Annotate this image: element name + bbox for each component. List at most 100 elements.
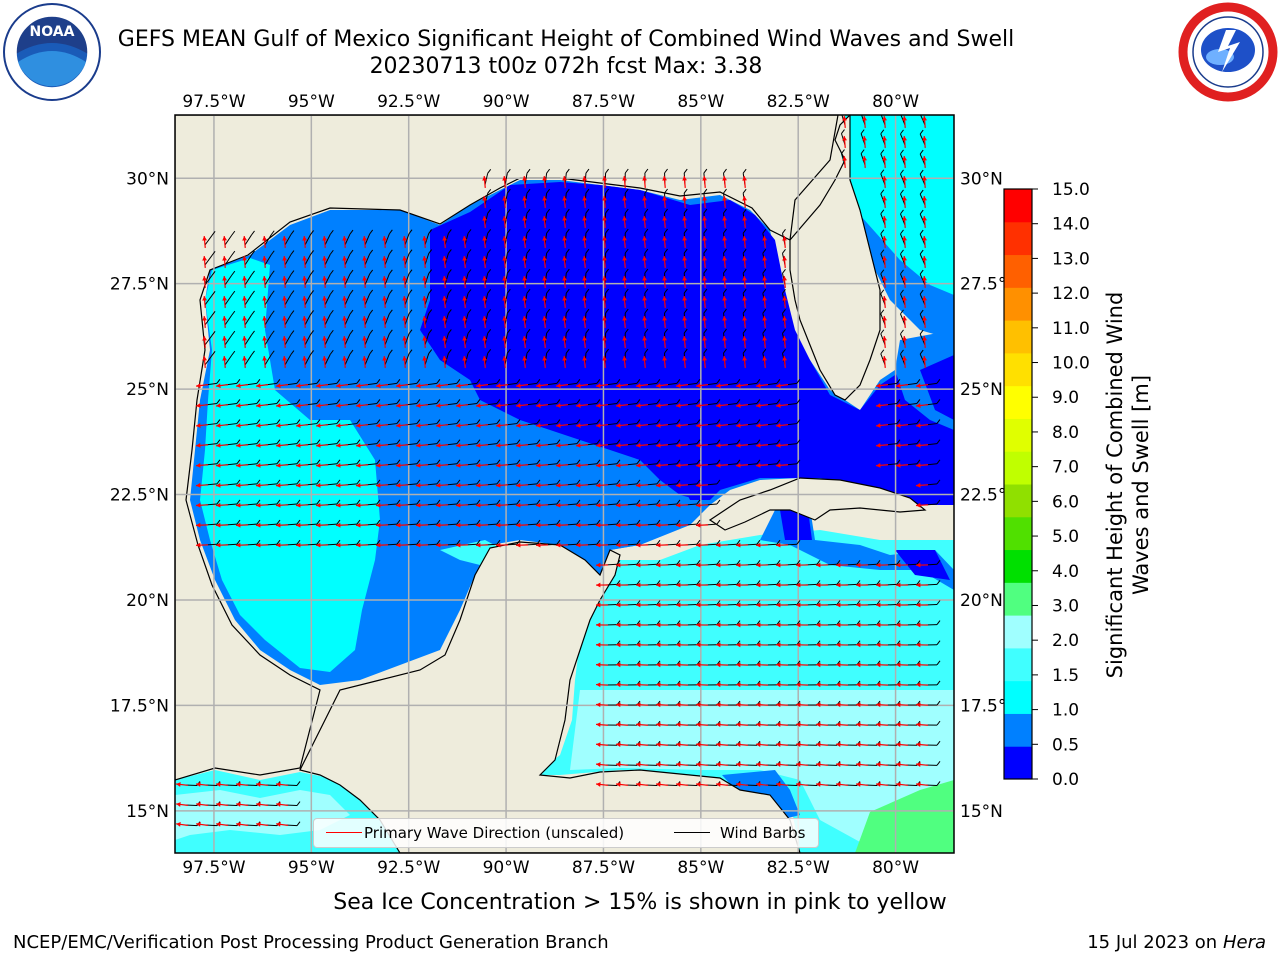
wind-barb-flag: [211, 271, 216, 276]
wave-arrow-head: [696, 682, 701, 688]
wave-arrow-head: [196, 802, 201, 807]
wind-barb-flag: [723, 308, 727, 314]
wave-arrow-head: [796, 782, 801, 787]
wave-arrow-head: [816, 582, 821, 588]
wind-barb-flag: [696, 459, 701, 465]
wave-arrow-head: [856, 742, 861, 747]
wind-barb: [264, 354, 272, 366]
wave-arrow-head: [602, 296, 607, 301]
wind-barb-flag: [565, 168, 570, 174]
wave-arrow-head: [542, 216, 547, 221]
wave-arrow-head: [902, 116, 907, 121]
wind-barb-flag: [369, 329, 374, 335]
wind-barb: [304, 314, 312, 326]
wave-arrow-head: [882, 336, 887, 341]
wind-barb-flag: [231, 330, 236, 336]
wind-barb-flag: [664, 188, 668, 194]
wind-barb-flag: [270, 250, 275, 256]
wind-barb-flag: [756, 620, 761, 625]
wind-barb-flag: [516, 459, 521, 465]
wave-arrow-head: [522, 356, 527, 361]
wave-arrow-head: [576, 522, 581, 528]
wave-arrow-head: [296, 443, 301, 448]
wave-arrow-head: [742, 176, 747, 181]
wind-barb-flag: [664, 288, 668, 294]
wave-arrow-head: [696, 782, 701, 787]
wave-arrow-head: [242, 316, 247, 321]
wind-barb-flag: [231, 270, 236, 276]
wind-barb-flag: [316, 519, 321, 525]
wave-arrow-head: [602, 236, 607, 241]
wind-barb-flag: [656, 379, 661, 384]
wave-arrow-head: [516, 383, 521, 388]
wave-arrow-head: [262, 276, 267, 281]
wave-arrow-head: [342, 316, 347, 321]
wind-barb-flag: [516, 419, 521, 424]
wind-barb-flag: [388, 289, 393, 295]
wind-barb: [224, 354, 233, 366]
wind-barb-flag: [716, 379, 721, 384]
lon-tick-label-bottom: 85°W: [677, 858, 724, 878]
wave-arrow-head: [882, 136, 887, 141]
wave-arrow-head: [702, 196, 707, 201]
wave-arrow-head: [356, 502, 361, 508]
wind-barb-flag: [703, 168, 708, 174]
wave-arrow-head: [622, 196, 627, 201]
map-legend: Primary Wave Direction (unscaled) Wind B…: [313, 818, 819, 848]
wind-barb-flag: [447, 349, 452, 354]
wave-arrow-head: [242, 256, 247, 261]
wind-barb-flag: [487, 309, 492, 314]
wind-barb: [404, 293, 410, 306]
wind-barb-flag: [388, 269, 393, 275]
wind-barb-flag: [683, 288, 688, 294]
wave-arrow-head: [256, 542, 261, 548]
wave-arrow-head: [836, 582, 841, 588]
wind-barb: [304, 354, 312, 366]
wind-barb-flag: [900, 149, 904, 155]
wind-barb-flag: [369, 269, 374, 275]
wave-arrow-head: [496, 423, 501, 428]
wind-barb-flag: [408, 309, 413, 314]
wind-barb-flag: [796, 600, 801, 605]
wind-barb-flag: [919, 229, 924, 235]
wind-barb-flag: [664, 228, 668, 234]
wind-barb-flag: [487, 229, 492, 234]
wind-barb-flag: [546, 288, 551, 294]
wave-arrow-head: [382, 296, 387, 301]
lon-tick-label-top: 90°W: [483, 92, 530, 112]
wind-barb-flag: [756, 459, 761, 465]
wave-arrow-head: [396, 383, 401, 388]
wave-arrow-head: [736, 383, 741, 388]
wind-barb-flag: [376, 539, 381, 545]
wave-arrow-head: [396, 482, 401, 488]
wave-arrow-head: [896, 782, 901, 787]
wave-arrow-head: [656, 722, 661, 728]
wind-barb-flag: [251, 230, 255, 236]
wind-barb: [364, 273, 371, 286]
wave-arrow-head: [636, 702, 641, 708]
wave-arrow-head: [722, 316, 727, 321]
wave-arrow-head: [922, 276, 927, 281]
colorbar-segment: [1004, 287, 1032, 321]
wave-arrow-head: [776, 742, 781, 747]
wind-barb-flag: [880, 149, 885, 155]
wind-barb-flag: [496, 419, 501, 424]
wave-arrow-head: [736, 782, 741, 787]
wave-arrow-head: [896, 443, 901, 448]
wave-arrow-head: [216, 403, 221, 408]
wind-barb: [364, 293, 371, 306]
wave-arrow-head: [816, 602, 821, 608]
wind-barb-flag: [376, 479, 381, 485]
wind-barb-flag: [216, 459, 221, 465]
wave-arrow-head: [282, 316, 287, 321]
wave-arrow-head: [836, 782, 841, 787]
wave-arrow-head: [596, 443, 601, 448]
wind-barb-flag: [576, 439, 581, 444]
wave-arrow-head: [896, 662, 901, 668]
wind-barb-flag: [506, 168, 511, 174]
wave-arrow-head: [676, 662, 681, 668]
wind-barb-flag: [644, 328, 649, 334]
wind-barb-flag: [456, 479, 461, 485]
wind-barb-flag: [716, 600, 721, 605]
wind-barb-flag: [506, 328, 511, 334]
